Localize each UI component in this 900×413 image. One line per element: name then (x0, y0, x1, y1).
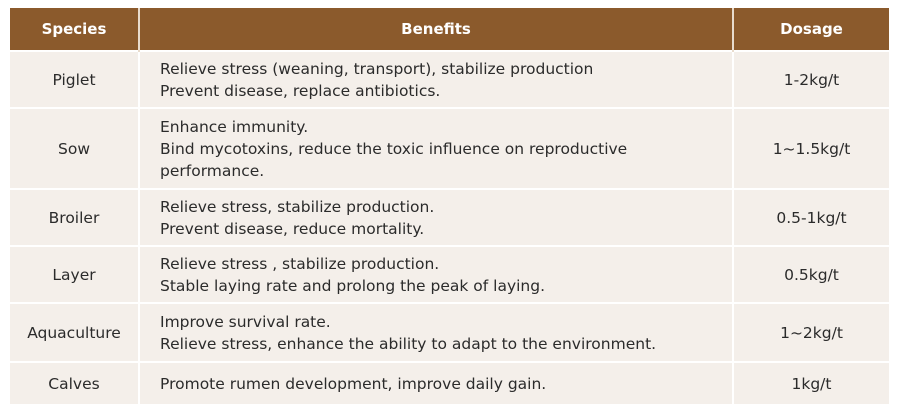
benefit-line: Improve survival rate. (160, 312, 331, 331)
benefit-line: Promote rumen development, improve daily… (160, 374, 547, 393)
table-row: Layer Relieve stress , stabilize producti… (10, 245, 889, 303)
dosage-cell: 1~1.5kg/t (733, 107, 889, 189)
table-row: Piglet Relieve stress (weaning, transport… (10, 50, 889, 108)
benefit-line: Stable laying rate and prolong the peak … (160, 276, 546, 295)
benefits-cell: Improve survival rate. Relieve stress, en… (139, 302, 734, 362)
dosage-cell: 0.5-1kg/t (733, 188, 889, 246)
benefits-cell: Relieve stress (weaning, transport), sta… (139, 50, 734, 108)
benefit-line: Relieve stress , stabilize production. (160, 254, 440, 273)
benefit-line: Prevent disease, replace antibiotics. (160, 81, 441, 100)
dosage-cell: 1-2kg/t (733, 50, 889, 108)
benefit-line: Relieve stress, stabilize production. (160, 197, 435, 216)
benefit-line: Relieve stress (weaning, transport), sta… (160, 59, 594, 78)
benefit-line: Bind mycotoxins, reduce the toxic influe… (160, 139, 628, 158)
header-benefits: Benefits (139, 8, 734, 51)
table-row: Calves Promote rumen development, improve… (10, 361, 889, 404)
benefits-cell: Enhance immunity. Bind mycotoxins, reduce… (139, 107, 734, 189)
dosage-cell: 1kg/t (733, 361, 889, 404)
header-row: Species Benefits Dosage (10, 8, 889, 51)
benefit-line: Enhance immunity. (160, 117, 309, 136)
benefits-cell: Relieve stress, stabilize production. Pre… (139, 188, 734, 246)
benefit-line: performance. (160, 161, 265, 180)
benefits-cell: Promote rumen development, improve daily… (139, 361, 734, 404)
species-cell: Layer (10, 245, 140, 303)
benefit-line: Relieve stress, enhance the ability to a… (160, 334, 657, 353)
species-cell: Aquaculture (10, 302, 140, 362)
table-row: Aquaculture Improve survival rate. Relieve… (10, 302, 889, 362)
dosage-cell: 0.5kg/t (733, 245, 889, 303)
species-cell: Sow (10, 107, 140, 189)
table-row: Sow Enhance immunity. Bind mycotoxins, red… (10, 107, 889, 189)
header-dosage: Dosage (733, 8, 889, 51)
benefits-cell: Relieve stress , stabilize production. St… (139, 245, 734, 303)
header-species: Species (10, 8, 140, 51)
table-row: Broiler Relieve stress, stabilize product… (10, 188, 889, 246)
species-cell: Calves (10, 361, 140, 404)
benefit-line: Prevent disease, reduce mortality. (160, 219, 425, 238)
dosage-cell: 1~2kg/t (733, 302, 889, 362)
species-cell: Broiler (10, 188, 140, 246)
species-benefits-table: Species Benefits Dosage Piglet Relieve st… (10, 8, 889, 404)
species-cell: Piglet (10, 50, 140, 108)
